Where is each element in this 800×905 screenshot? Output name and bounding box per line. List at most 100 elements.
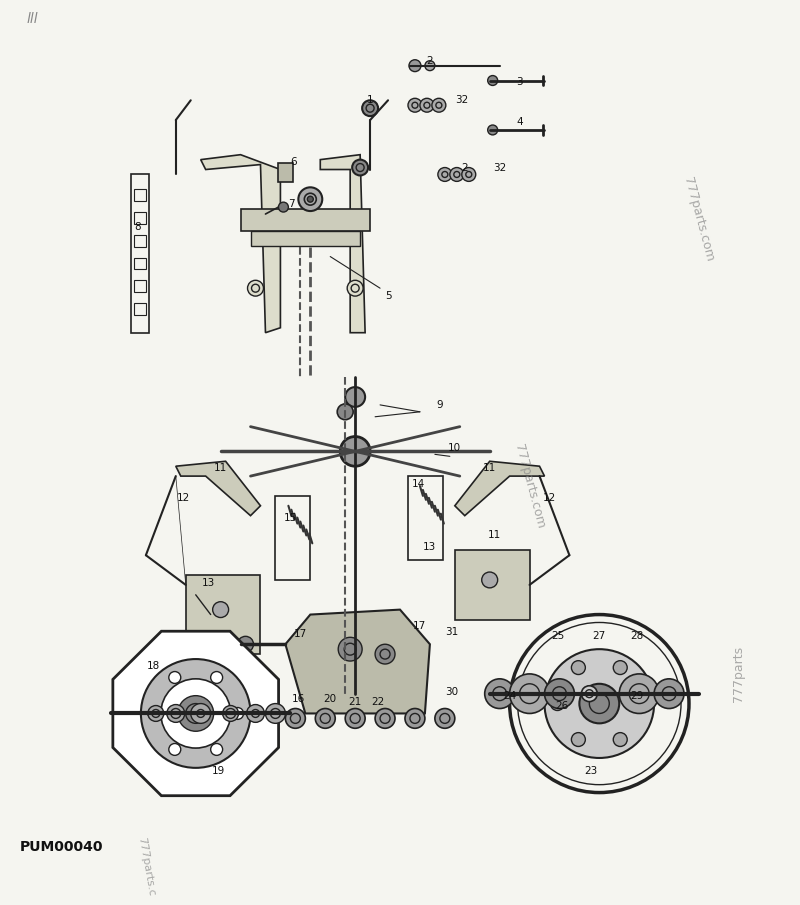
- Circle shape: [432, 99, 446, 112]
- Circle shape: [340, 436, 370, 466]
- Bar: [250, 231, 360, 245]
- Text: 14: 14: [411, 479, 425, 489]
- Bar: [134, 258, 146, 270]
- Circle shape: [347, 281, 363, 296]
- Circle shape: [247, 281, 263, 296]
- Bar: [134, 189, 146, 201]
- Circle shape: [238, 636, 254, 653]
- Bar: [408, 476, 443, 560]
- Circle shape: [571, 661, 586, 674]
- Polygon shape: [176, 462, 261, 516]
- Circle shape: [420, 99, 434, 112]
- Bar: [131, 175, 149, 333]
- Circle shape: [307, 196, 314, 202]
- Circle shape: [161, 679, 230, 748]
- Circle shape: [167, 705, 185, 722]
- Circle shape: [614, 733, 627, 747]
- Circle shape: [571, 733, 586, 747]
- Text: 15: 15: [284, 512, 297, 523]
- Circle shape: [545, 649, 654, 758]
- Circle shape: [169, 744, 181, 756]
- Circle shape: [488, 125, 498, 135]
- Circle shape: [178, 696, 214, 731]
- Text: 32: 32: [493, 163, 506, 173]
- Circle shape: [315, 709, 335, 729]
- Circle shape: [405, 709, 425, 729]
- Circle shape: [362, 100, 378, 116]
- Text: 11: 11: [488, 530, 502, 540]
- Circle shape: [286, 709, 306, 729]
- Polygon shape: [113, 631, 278, 795]
- Text: 7: 7: [288, 199, 294, 209]
- Circle shape: [619, 674, 659, 713]
- Text: 777parts.com: 777parts.com: [682, 176, 717, 262]
- Circle shape: [409, 60, 421, 71]
- Bar: [275, 496, 310, 580]
- Text: 12: 12: [177, 493, 190, 503]
- Text: 32: 32: [455, 95, 469, 105]
- Circle shape: [485, 679, 514, 709]
- Circle shape: [435, 709, 455, 729]
- Text: 13: 13: [423, 542, 437, 552]
- Circle shape: [190, 703, 210, 723]
- Circle shape: [510, 674, 550, 713]
- Circle shape: [408, 99, 422, 112]
- Circle shape: [213, 602, 229, 617]
- Circle shape: [148, 708, 160, 719]
- Text: 1: 1: [366, 95, 374, 105]
- Text: 23: 23: [585, 766, 598, 776]
- Text: 22: 22: [371, 697, 385, 707]
- Text: 10: 10: [448, 443, 462, 453]
- Text: 16: 16: [292, 693, 305, 703]
- Circle shape: [278, 202, 288, 212]
- Circle shape: [654, 679, 684, 709]
- Circle shape: [462, 167, 476, 181]
- Circle shape: [545, 679, 574, 709]
- Circle shape: [352, 159, 368, 176]
- Text: 777parts.c: 777parts.c: [136, 836, 156, 897]
- Text: 13: 13: [202, 578, 215, 588]
- Bar: [278, 163, 294, 183]
- Circle shape: [338, 404, 353, 420]
- Circle shape: [222, 706, 238, 721]
- Circle shape: [582, 686, 598, 701]
- Text: 25: 25: [551, 632, 564, 642]
- Circle shape: [450, 167, 464, 181]
- Circle shape: [438, 167, 452, 181]
- Polygon shape: [201, 155, 281, 333]
- Polygon shape: [455, 462, 545, 516]
- Circle shape: [550, 697, 565, 710]
- Text: PUM00040: PUM00040: [19, 840, 103, 854]
- Text: 19: 19: [212, 766, 226, 776]
- Circle shape: [210, 744, 222, 756]
- Circle shape: [375, 709, 395, 729]
- Text: 12: 12: [543, 493, 556, 503]
- Text: 11: 11: [483, 463, 496, 473]
- Text: 20: 20: [324, 693, 337, 703]
- Text: 17: 17: [414, 622, 426, 632]
- Bar: [241, 209, 370, 231]
- Circle shape: [298, 187, 322, 211]
- Bar: [186, 575, 261, 654]
- Text: 2: 2: [462, 163, 468, 173]
- Bar: [455, 550, 530, 620]
- Text: 777parts: 777parts: [732, 646, 746, 702]
- Circle shape: [579, 684, 619, 723]
- Circle shape: [375, 644, 395, 664]
- Polygon shape: [320, 155, 365, 333]
- Text: 3: 3: [516, 78, 523, 88]
- Text: 9: 9: [437, 400, 443, 410]
- Bar: [134, 303, 146, 315]
- Text: lll: lll: [26, 12, 38, 26]
- Circle shape: [482, 572, 498, 588]
- Text: 11: 11: [214, 463, 227, 473]
- Circle shape: [266, 703, 286, 723]
- Text: 31: 31: [445, 627, 458, 637]
- Text: 5: 5: [385, 291, 391, 301]
- Circle shape: [246, 705, 265, 722]
- Text: 8: 8: [134, 222, 142, 232]
- Circle shape: [488, 75, 498, 85]
- Bar: [134, 234, 146, 247]
- Bar: [134, 212, 146, 224]
- Circle shape: [634, 697, 648, 710]
